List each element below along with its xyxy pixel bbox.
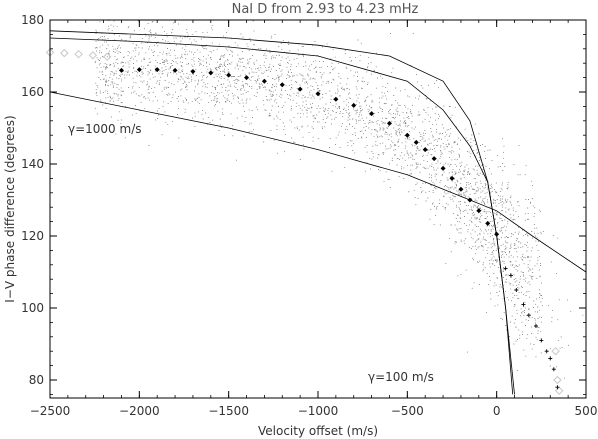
sparse-plus-point bbox=[521, 302, 526, 307]
sparse-plus-point bbox=[533, 324, 538, 328]
binned-mean-point bbox=[458, 186, 464, 192]
sparse-plus-point bbox=[503, 266, 508, 271]
binned-mean-point bbox=[440, 165, 446, 171]
binned-mean-point bbox=[431, 156, 437, 162]
binned-mean-point bbox=[351, 102, 357, 108]
scatter-cloud bbox=[94, 20, 584, 390]
model-curve-lower bbox=[49, 91, 587, 273]
y-axis-label: I−V phase difference (degrees) bbox=[3, 115, 17, 302]
x-tick-label: 0 bbox=[493, 404, 501, 418]
binned-mean-point bbox=[261, 78, 267, 84]
x-axis-label: Velocity offset (m/s) bbox=[258, 424, 378, 438]
sparse-bin-point bbox=[102, 52, 112, 61]
binned-mean-point bbox=[279, 82, 285, 88]
binned-mean-point bbox=[467, 197, 473, 203]
sparse-plus-point bbox=[539, 338, 544, 343]
binned-mean-point bbox=[485, 220, 491, 226]
sparse-bin-point bbox=[74, 49, 83, 59]
x-tick-label: 500 bbox=[575, 404, 598, 418]
x-tick-label: −2000 bbox=[119, 404, 160, 418]
binned-mean-point bbox=[136, 67, 142, 73]
axis-ticks: −2500 −2000 −1500 −1000 −500 0 500 80 100 120 140 1… bbox=[21, 13, 597, 418]
binned-mean-point bbox=[404, 132, 410, 138]
y-tick-label: 100 bbox=[21, 301, 44, 315]
binned-mean-point bbox=[386, 120, 392, 126]
y-tick-label: 180 bbox=[21, 13, 44, 27]
sparse-plus-point bbox=[508, 273, 513, 278]
sparse-plus-point bbox=[526, 313, 531, 318]
binned-mean-point bbox=[449, 175, 455, 181]
sparse-plus-point bbox=[514, 288, 519, 292]
model-curve-steep bbox=[49, 37, 514, 395]
binned-mean-point bbox=[369, 111, 375, 117]
y-tick-label: 160 bbox=[21, 85, 44, 99]
sparse-plus-point bbox=[555, 385, 560, 390]
annotation-gamma-1000: γ=1000 m/s bbox=[68, 122, 142, 136]
sparse-bin-point bbox=[551, 346, 560, 356]
binned-mean-point bbox=[190, 68, 196, 74]
binned-mean-point bbox=[118, 67, 124, 73]
sparse-plus-point bbox=[548, 356, 553, 361]
sparse-bin-point bbox=[88, 51, 98, 60]
binned-mean-point bbox=[494, 231, 500, 237]
binned-mean-point bbox=[226, 72, 232, 78]
binned-mean-point bbox=[297, 86, 303, 92]
plot-frame bbox=[49, 19, 587, 399]
binned-mean-point bbox=[422, 147, 428, 153]
model-curves bbox=[49, 30, 587, 395]
y-tick-label: 80 bbox=[29, 373, 44, 387]
chart-title: NaI D from 2.93 to 4.23 mHz bbox=[232, 2, 419, 17]
y-tick-label: 120 bbox=[21, 229, 44, 243]
sparse-bin-point bbox=[60, 48, 69, 58]
x-tick-label: −500 bbox=[391, 404, 424, 418]
x-tick-label: −2500 bbox=[30, 404, 71, 418]
binned-mean-point bbox=[244, 75, 250, 81]
data-series bbox=[45, 48, 564, 396]
annotation-gamma-100: γ=100 m/s bbox=[368, 370, 434, 384]
binned-mean-point bbox=[172, 67, 178, 73]
binned-mean-point bbox=[154, 67, 160, 73]
binned-mean-point bbox=[208, 70, 214, 76]
binned-mean-point bbox=[333, 96, 339, 102]
sparse-bin-point bbox=[553, 375, 562, 385]
binned-mean-point bbox=[315, 91, 321, 97]
sparse-bin-point bbox=[554, 386, 564, 396]
y-tick-label: 140 bbox=[21, 157, 44, 171]
sparse-plus-point bbox=[551, 367, 556, 372]
binned-mean-point bbox=[476, 208, 482, 214]
x-tick-label: −1000 bbox=[298, 404, 339, 418]
scatter-points bbox=[94, 20, 584, 390]
binned-mean-point bbox=[413, 139, 419, 145]
x-tick-label: −1500 bbox=[208, 404, 249, 418]
sparse-plus-point bbox=[544, 349, 549, 354]
